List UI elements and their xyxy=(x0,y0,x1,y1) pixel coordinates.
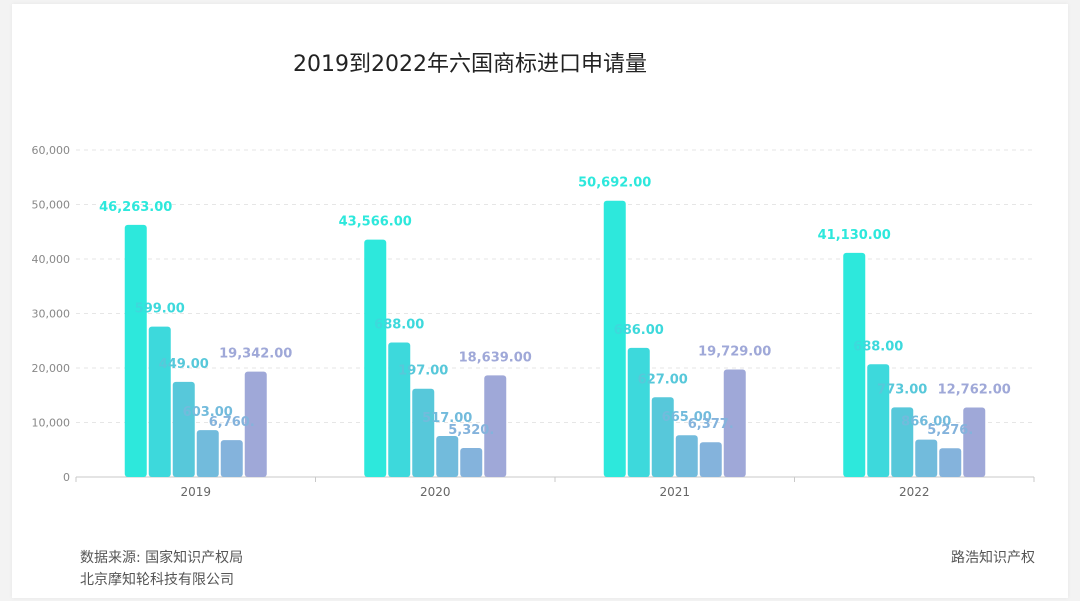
x-tick-label: 2020 xyxy=(420,485,451,499)
bar xyxy=(603,200,626,477)
y-tick-label: 30,000 xyxy=(32,308,71,321)
data-label: 599.00 xyxy=(135,302,185,317)
x-tick-label: 2021 xyxy=(659,485,690,499)
y-tick-label: 20,000 xyxy=(32,362,71,375)
bar xyxy=(651,397,674,477)
data-label: 665.00 xyxy=(662,410,712,425)
chart-title: 2019到2022年六国商标进口申请量 xyxy=(293,52,647,77)
data-label: 866.00 xyxy=(901,415,951,430)
x-tick-label: 2019 xyxy=(180,485,211,499)
bar xyxy=(723,369,746,477)
source-line-1: 数据来源: 国家知识产权局 xyxy=(80,550,244,566)
bar xyxy=(196,430,219,477)
y-tick-label: 40,000 xyxy=(32,253,71,266)
data-label: 50,692.00 xyxy=(578,176,651,191)
bar xyxy=(867,364,890,477)
data-label: 19,342.00 xyxy=(219,347,292,362)
bar xyxy=(484,375,507,477)
bar xyxy=(891,407,914,477)
bar xyxy=(699,442,722,477)
data-label: 449.00 xyxy=(159,357,209,372)
data-label: 5,320. xyxy=(448,423,494,438)
bar xyxy=(675,435,698,477)
data-label: 686.00 xyxy=(614,323,664,338)
data-label: 43,566.00 xyxy=(339,215,412,230)
data-label: 688.00 xyxy=(374,317,424,332)
bar xyxy=(963,407,986,477)
data-label: 46,263.00 xyxy=(99,200,172,215)
bar xyxy=(124,224,147,477)
bar xyxy=(220,440,243,477)
data-label: 18,639.00 xyxy=(459,350,532,365)
footer-source: 数据来源: 国家知识产权局 北京摩知轮科技有限公司 xyxy=(80,547,243,591)
bar xyxy=(412,388,435,477)
bar xyxy=(172,381,195,477)
y-tick-label: 0 xyxy=(63,471,70,484)
bar xyxy=(460,448,483,477)
bar xyxy=(388,342,411,477)
data-label: 773.00 xyxy=(877,382,927,397)
bar xyxy=(364,239,387,477)
footer-credit: 路浩知识产权 xyxy=(951,550,1035,566)
data-label: 197.00 xyxy=(398,364,448,379)
data-label: 603.00 xyxy=(183,405,233,420)
data-label: 517.00 xyxy=(422,411,472,426)
source-line-2: 北京摩知轮科技有限公司 xyxy=(80,572,234,588)
data-label: 6,760. xyxy=(209,415,255,430)
bar xyxy=(436,436,459,477)
bar xyxy=(627,347,650,477)
bar xyxy=(843,252,866,477)
y-tick-label: 60,000 xyxy=(32,144,71,157)
y-tick-label: 10,000 xyxy=(32,417,71,430)
data-label: 41,130.00 xyxy=(818,228,891,243)
x-tick-label: 2022 xyxy=(899,485,930,499)
data-label: 5,276. xyxy=(927,423,973,438)
chart-card xyxy=(12,4,1068,598)
data-label: 627.00 xyxy=(638,372,688,387)
data-label: 19,729.00 xyxy=(698,344,771,359)
bar xyxy=(244,371,267,477)
bar xyxy=(148,326,171,477)
bar xyxy=(915,439,938,477)
y-tick-label: 50,000 xyxy=(32,199,71,212)
data-label: 688.00 xyxy=(853,339,903,354)
data-label: 6,377. xyxy=(688,417,734,432)
data-label: 12,762.00 xyxy=(938,382,1011,397)
bar xyxy=(939,448,962,477)
